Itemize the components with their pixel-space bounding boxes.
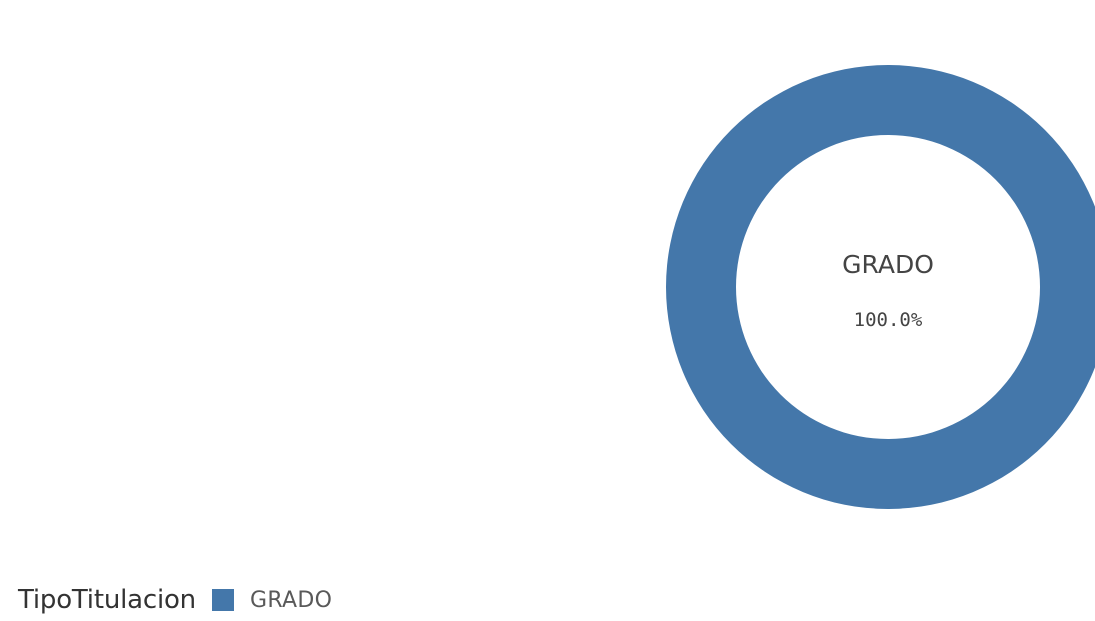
legend-swatch-grado[interactable] xyxy=(211,589,234,611)
legend-label-grado[interactable]: GRADO xyxy=(249,587,333,613)
donut-slices xyxy=(666,65,1095,509)
donut-slice-grado[interactable] xyxy=(666,65,1095,509)
legend-title: TipoTitulacion xyxy=(18,585,196,615)
center-percent-label: 100.0% xyxy=(854,309,923,331)
center-category-label: GRADO xyxy=(842,250,934,279)
legend: TipoTitulacion GRADO xyxy=(18,580,332,620)
